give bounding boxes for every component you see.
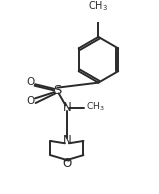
Text: S: S [53, 84, 62, 97]
Text: O: O [62, 157, 72, 170]
Text: N: N [62, 134, 71, 147]
Text: O: O [26, 96, 35, 106]
Text: CH$_3$: CH$_3$ [86, 101, 104, 113]
Text: N: N [62, 101, 71, 114]
Text: O: O [26, 77, 35, 87]
Text: CH$_3$: CH$_3$ [88, 0, 108, 13]
